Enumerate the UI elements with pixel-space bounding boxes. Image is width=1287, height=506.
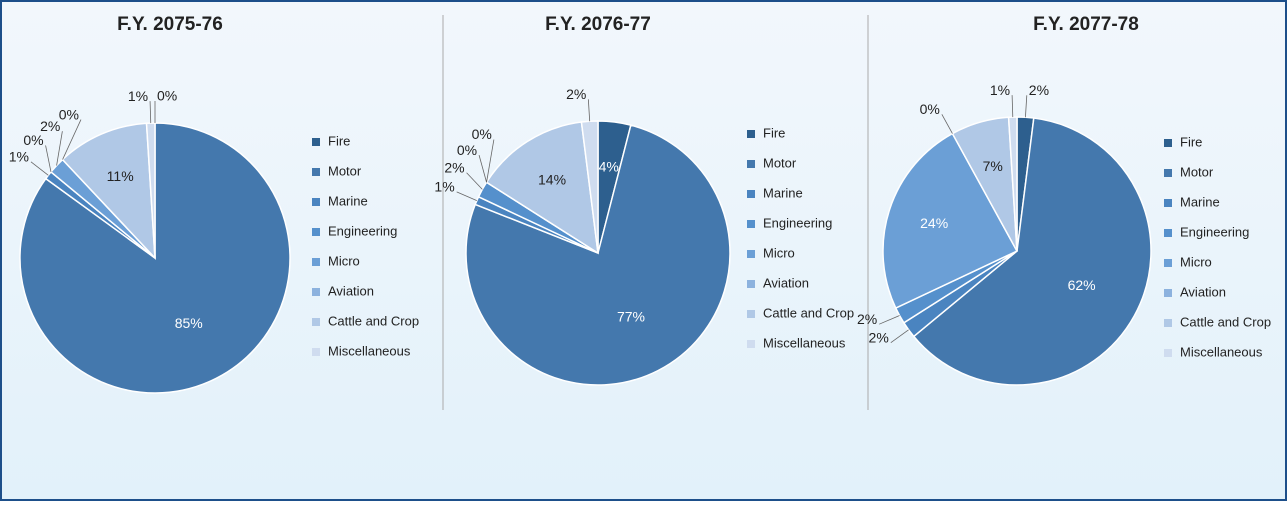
pie-slice: [61, 122, 156, 261]
pie-slice: [912, 117, 1152, 386]
data-label: 0%: [157, 88, 177, 104]
legend-label: Miscellaneous: [1180, 344, 1263, 359]
data-label: 1%: [990, 82, 1010, 98]
leader-line: [478, 155, 487, 183]
legend-label: Engineering: [763, 215, 832, 230]
leader-line: [879, 315, 900, 325]
leader-line: [587, 99, 591, 122]
legend-swatch: [312, 168, 320, 176]
legend-label: Engineering: [1180, 224, 1249, 239]
data-label: 4%: [599, 159, 619, 175]
data-label: 77%: [617, 308, 645, 324]
data-label: 0%: [59, 106, 79, 122]
leader-line: [30, 161, 49, 176]
legend-label: Motor: [763, 155, 797, 170]
data-label: 1%: [9, 148, 29, 164]
leader-line: [890, 329, 909, 344]
legend-label: Fire: [763, 125, 785, 140]
legend-swatch: [312, 198, 320, 206]
legend-swatch: [747, 130, 755, 138]
legend-label: Aviation: [328, 283, 374, 298]
chart-title: F.Y. 2075-76: [117, 14, 223, 35]
data-label: 2%: [1029, 82, 1049, 98]
pie-slice: [580, 120, 599, 254]
data-label: 2%: [40, 118, 60, 134]
legend-label: Engineering: [328, 223, 397, 238]
data-label: 0%: [457, 142, 477, 158]
legend-swatch: [1164, 169, 1172, 177]
legend-swatch: [747, 340, 755, 348]
leader-line: [466, 172, 483, 190]
leader-line: [62, 119, 82, 160]
legend-swatch: [747, 160, 755, 168]
legend-swatch: [747, 250, 755, 258]
data-label: 2%: [857, 311, 877, 327]
data-label: 2%: [566, 86, 586, 102]
legend-swatch: [1164, 259, 1172, 267]
leader-line: [1025, 95, 1028, 118]
legend-label: Fire: [328, 133, 350, 148]
data-label: 1%: [128, 88, 148, 104]
pie-slice: [465, 124, 731, 386]
legend-label: Marine: [1180, 194, 1220, 209]
data-label: 2%: [444, 159, 464, 175]
leader-line: [941, 114, 953, 134]
legend-swatch: [312, 288, 320, 296]
legend-swatch: [747, 190, 755, 198]
legend-label: Cattle and Crop: [1180, 314, 1271, 329]
legend-swatch: [1164, 229, 1172, 237]
leader-line: [149, 101, 152, 124]
legend-label: Miscellaneous: [763, 335, 846, 350]
data-label: 2%: [869, 329, 889, 345]
legend-label: Aviation: [1180, 284, 1226, 299]
legend-label: Cattle and Crop: [328, 313, 419, 328]
legend-swatch: [312, 138, 320, 146]
data-label: 0%: [472, 126, 492, 142]
legend-swatch: [1164, 319, 1172, 327]
legend-swatch: [312, 258, 320, 266]
legend-swatch: [312, 228, 320, 236]
leader-line: [56, 131, 63, 166]
data-label: 62%: [1068, 277, 1096, 293]
legend-label: Marine: [763, 185, 803, 200]
data-label: 14%: [538, 171, 566, 187]
legend-label: Micro: [328, 253, 360, 268]
data-label: 1%: [434, 179, 454, 195]
pie-slice: [882, 132, 1019, 310]
legend-label: Miscellaneous: [328, 343, 411, 358]
chart-title: F.Y. 2077-78: [1033, 14, 1139, 35]
legend-label: Micro: [763, 245, 795, 260]
legend-label: Cattle and Crop: [763, 305, 854, 320]
legend-swatch: [1164, 139, 1172, 147]
leader-line: [1011, 95, 1014, 118]
data-label: 7%: [983, 158, 1003, 174]
pie-slice: [485, 121, 599, 255]
legend-label: Micro: [1180, 254, 1212, 269]
data-label: 24%: [920, 215, 948, 231]
leader-line: [45, 145, 52, 173]
data-label: 0%: [23, 132, 43, 148]
legend-swatch: [1164, 349, 1172, 357]
leader-line: [456, 191, 478, 201]
legend-swatch: [747, 220, 755, 228]
legend-swatch: [1164, 289, 1172, 297]
data-label: 85%: [175, 315, 203, 331]
legend-swatch: [1164, 199, 1172, 207]
legend-swatch: [312, 348, 320, 356]
legend-label: Motor: [1180, 164, 1214, 179]
leader-line: [486, 139, 495, 183]
legend-swatch: [747, 280, 755, 288]
data-label: 0%: [920, 101, 940, 117]
legend-label: Fire: [1180, 134, 1202, 149]
chart-title: F.Y. 2076-77: [545, 14, 651, 35]
legend-label: Motor: [328, 163, 362, 178]
data-label: 11%: [107, 168, 134, 184]
legend-label: Aviation: [763, 275, 809, 290]
legend-swatch: [747, 310, 755, 318]
legend-label: Marine: [328, 193, 368, 208]
legend-swatch: [312, 318, 320, 326]
